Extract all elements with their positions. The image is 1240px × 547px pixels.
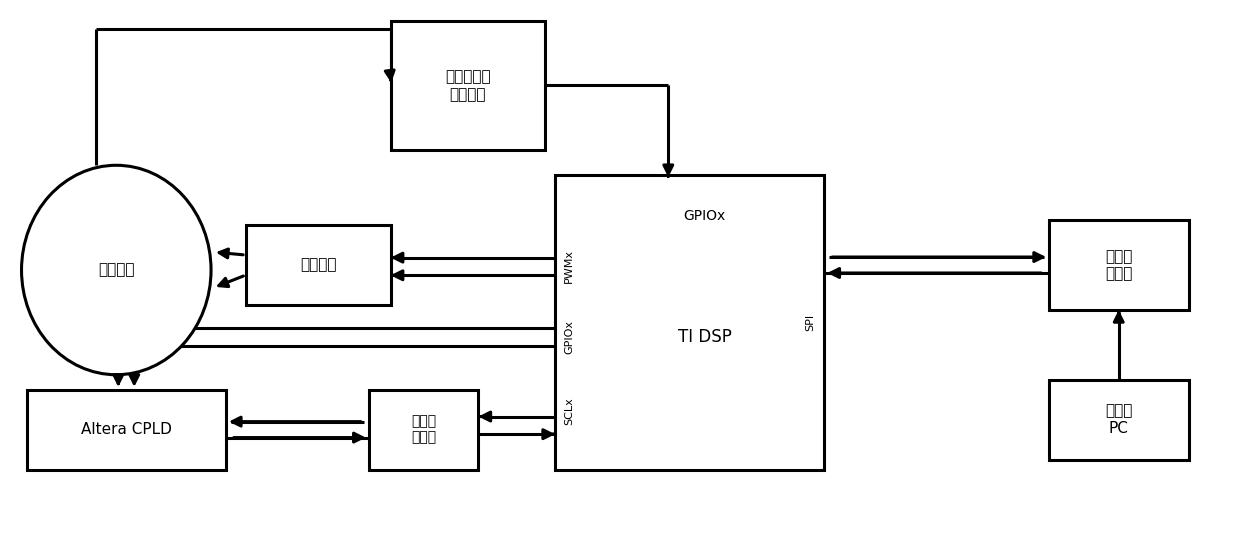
Bar — [26, 389, 226, 469]
Text: Altera CPLD: Altera CPLD — [81, 422, 171, 437]
Bar — [556, 175, 825, 469]
Text: 以太网
控制器: 以太网 控制器 — [1105, 249, 1132, 281]
Text: SCLx: SCLx — [564, 397, 574, 424]
Text: GPIOx: GPIOx — [564, 320, 574, 354]
Ellipse shape — [21, 165, 211, 375]
Text: 上位机
PC: 上位机 PC — [1105, 404, 1132, 436]
Text: PWMx: PWMx — [564, 249, 574, 283]
Text: 驱动模块: 驱动模块 — [300, 258, 336, 272]
Text: SPI: SPI — [806, 314, 816, 331]
Text: 串口通
信模块: 串口通 信模块 — [410, 415, 436, 445]
Bar — [1049, 380, 1189, 459]
Bar — [1049, 220, 1189, 310]
Text: GPIOx: GPIOx — [683, 210, 725, 223]
Bar — [368, 389, 479, 469]
Text: TI DSP: TI DSP — [678, 328, 732, 346]
Text: 粗精结合旋
转变压器: 粗精结合旋 转变压器 — [445, 69, 491, 102]
Text: 弧线电机: 弧线电机 — [98, 263, 134, 277]
Bar — [246, 225, 391, 305]
Bar — [391, 21, 546, 150]
